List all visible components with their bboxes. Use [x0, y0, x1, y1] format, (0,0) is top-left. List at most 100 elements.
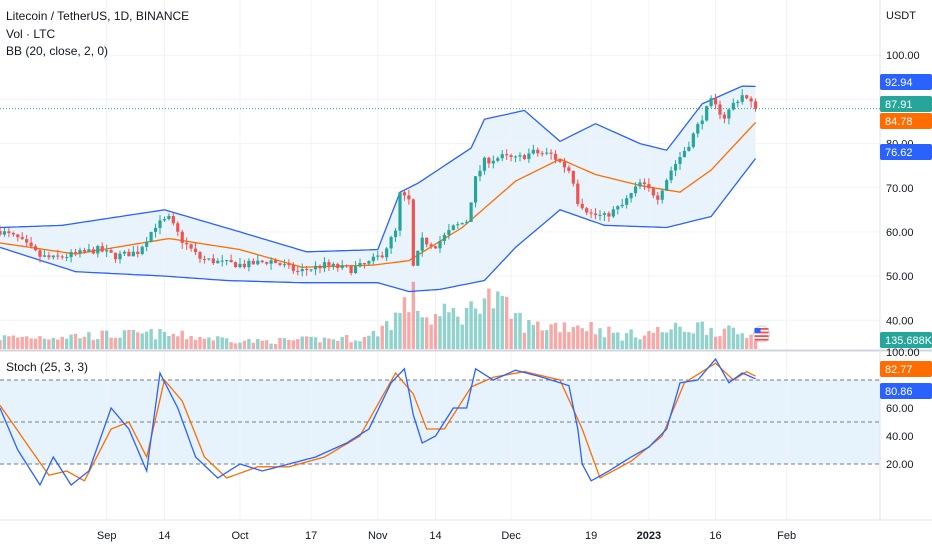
bollinger-lower-line	[0, 158, 757, 293]
time-tick-label: 17	[305, 530, 317, 542]
volume-bar	[531, 325, 536, 349]
candle-body	[269, 260, 273, 264]
candle-body	[376, 255, 380, 257]
volume-bar	[327, 338, 331, 349]
volume-bar	[638, 339, 642, 349]
candle-body	[593, 213, 598, 216]
volume-bar	[549, 324, 553, 349]
flag-stripe	[754, 328, 769, 330]
candle-body	[536, 149, 540, 154]
volume-bar	[376, 336, 380, 349]
candle-body	[220, 260, 224, 262]
bollinger-legend[interactable]: BB (20, close, 2, 0)	[6, 44, 109, 58]
volume-bar	[593, 334, 598, 349]
candle-body	[460, 223, 464, 225]
volume-bar	[87, 332, 91, 349]
candle-body	[16, 234, 20, 238]
time-tick-label: Feb	[777, 530, 796, 542]
candle-body	[60, 256, 64, 258]
volume-bar	[349, 342, 353, 349]
candle-body	[665, 180, 669, 191]
volume-bar	[251, 342, 256, 349]
volume-bar	[442, 303, 447, 349]
symbol-title[interactable]: Litecoin / TetherUS, 1D, BINANCE	[6, 9, 190, 23]
candle-body	[433, 246, 438, 249]
volume-bar	[393, 312, 398, 349]
bollinger-fill-area	[0, 86, 756, 292]
volume-bar	[282, 338, 287, 349]
candle-body	[73, 252, 78, 254]
volume-bar	[207, 337, 211, 349]
candle-body	[256, 260, 260, 265]
volume-bar	[536, 321, 540, 349]
candle-body	[682, 150, 687, 158]
candle-body	[651, 188, 655, 196]
volume-bar	[158, 328, 162, 349]
candle-body	[545, 152, 549, 154]
volume-bar	[2, 335, 7, 349]
volume-bar	[580, 328, 584, 349]
volume-bar	[620, 340, 624, 349]
volume-bar	[229, 342, 233, 349]
volume-bar	[602, 337, 607, 349]
volume-bar	[389, 330, 393, 349]
candle-body	[505, 154, 509, 156]
volume-legend[interactable]: Vol · LTC	[6, 27, 56, 41]
price-tag: 76.62	[885, 147, 913, 159]
candle-body	[398, 192, 402, 231]
candle-body	[527, 153, 531, 159]
candle-body	[469, 202, 473, 222]
volume-bar	[367, 335, 371, 349]
volume-bar	[624, 333, 629, 349]
volume-bars	[0, 281, 758, 349]
volume-bar	[127, 329, 131, 349]
candle-body	[189, 244, 193, 249]
volume-bar	[500, 296, 504, 349]
volume-bar	[113, 337, 118, 349]
candle-body	[109, 250, 113, 253]
volume-bar	[736, 334, 740, 349]
stochastic-legend[interactable]: Stoch (25, 3, 3)	[6, 360, 89, 374]
candle-body	[447, 230, 451, 235]
volume-bar	[291, 340, 296, 349]
candle-body	[358, 263, 362, 267]
candle-body	[171, 215, 175, 224]
candle-body	[180, 231, 184, 243]
price-tick-label: 60.00	[886, 227, 914, 239]
candle-body	[336, 263, 340, 269]
time-tick-label: 16	[709, 530, 721, 542]
volume-bar	[660, 332, 664, 349]
volume-bar	[567, 331, 571, 349]
candle-body	[585, 208, 589, 213]
volume-bar	[629, 329, 633, 349]
candle-body	[127, 251, 131, 257]
candle-body	[176, 223, 180, 232]
candle-body	[509, 155, 513, 157]
volume-bar	[153, 339, 158, 349]
volume-bar	[220, 337, 224, 349]
candle-body	[273, 260, 278, 264]
candle-body	[722, 114, 727, 119]
volume-bar	[336, 340, 340, 349]
volume-bar	[296, 339, 300, 349]
candle-body	[33, 246, 38, 251]
volume-bar	[238, 342, 242, 349]
candle-body	[500, 154, 504, 159]
volume-bar	[309, 336, 313, 349]
time-tick-label: Dec	[501, 530, 521, 542]
price-tick-label: 100.00	[886, 50, 920, 62]
volume-bar	[131, 329, 136, 349]
price-tag-bg	[880, 74, 932, 90]
volume-bar	[340, 337, 344, 349]
candle-body	[211, 258, 215, 264]
volume-bar	[656, 326, 660, 349]
volume-bar	[353, 340, 358, 349]
bollinger-basis-line	[0, 122, 757, 268]
volume-tag-bg	[880, 332, 932, 348]
volume-bar	[91, 339, 96, 349]
candle-body	[331, 263, 335, 266]
candle-body	[0, 231, 2, 235]
candle-body	[522, 155, 527, 159]
candle-body	[296, 270, 300, 272]
